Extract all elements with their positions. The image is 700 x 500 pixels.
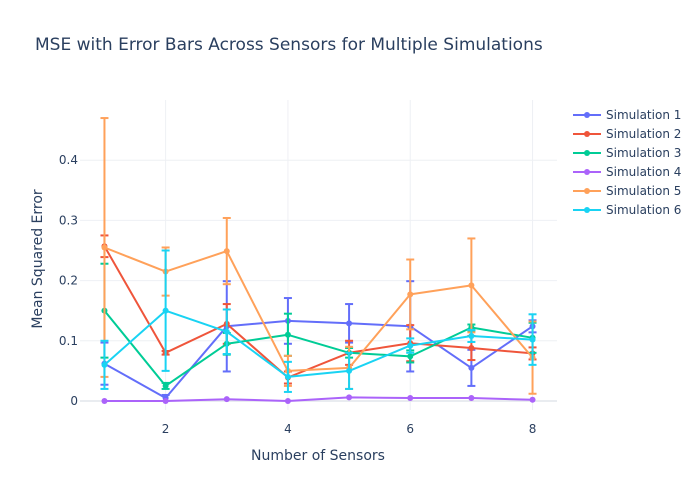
data-point xyxy=(468,394,475,401)
y-tick-label: 0.1 xyxy=(59,334,78,348)
legend-item-3[interactable]: Simulation 3 xyxy=(573,146,681,160)
legend-label: Simulation 5 xyxy=(606,184,681,198)
legend-label: Simulation 4 xyxy=(606,165,681,179)
data-point xyxy=(101,397,108,404)
legend-label: Simulation 2 xyxy=(606,127,681,141)
legend-item-4[interactable]: Simulation 4 xyxy=(573,165,681,179)
legend-item-2[interactable]: Simulation 2 xyxy=(573,127,681,141)
series-line xyxy=(104,246,534,372)
series-line xyxy=(103,245,533,379)
series-line xyxy=(103,310,533,387)
data-point xyxy=(468,364,475,371)
legend-marker xyxy=(584,112,590,118)
data-point xyxy=(529,336,536,343)
legend[interactable]: Simulation 1 Simulation 2 Simulation 3 Simu… xyxy=(573,108,681,217)
x-tick-label: 8 xyxy=(529,422,537,436)
x-tick-label: 4 xyxy=(284,422,292,436)
data-point xyxy=(346,394,353,401)
series-4 xyxy=(101,394,536,404)
y-tick-label: 0.3 xyxy=(59,213,78,227)
data-point xyxy=(407,353,414,360)
data-point xyxy=(468,332,475,339)
chart-title: MSE with Error Bars Across Sensors for M… xyxy=(35,35,543,55)
plot-area xyxy=(100,117,537,404)
legend-item-6[interactable]: Simulation 6 xyxy=(573,203,681,217)
legend-marker xyxy=(584,150,590,156)
legend-label: Simulation 1 xyxy=(606,108,681,122)
x-axis-title: Number of Sensors xyxy=(251,448,385,464)
legend-marker xyxy=(584,207,590,213)
legend-item-1[interactable]: Simulation 1 xyxy=(573,108,681,122)
data-point xyxy=(529,396,536,403)
series-6 xyxy=(100,249,537,393)
data-point xyxy=(101,361,108,368)
legend-marker xyxy=(584,131,590,137)
data-point xyxy=(223,396,230,403)
legend-label: Simulation 6 xyxy=(606,203,681,217)
grid-lines xyxy=(80,100,557,410)
legend-label: Simulation 3 xyxy=(606,146,681,160)
axis-ticks: 2 4 6 8 0 0.1 0.2 0.3 0.4 xyxy=(59,153,536,436)
data-point xyxy=(223,328,230,335)
data-point xyxy=(407,291,414,298)
series-line xyxy=(104,319,534,399)
data-point xyxy=(407,394,414,401)
y-tick-label: 0 xyxy=(70,394,78,408)
data-point xyxy=(162,382,169,389)
data-point xyxy=(284,331,291,338)
x-tick-label: 6 xyxy=(406,422,414,436)
y-tick-label: 0.2 xyxy=(59,274,78,288)
data-point xyxy=(162,307,169,314)
data-point xyxy=(284,397,291,404)
data-point xyxy=(407,342,414,349)
data-point xyxy=(346,320,353,327)
data-point xyxy=(101,244,108,251)
series-line xyxy=(103,309,533,378)
legend-marker xyxy=(584,188,590,194)
data-point xyxy=(284,373,291,380)
data-point xyxy=(223,248,230,255)
data-point xyxy=(346,367,353,374)
data-point xyxy=(468,282,475,289)
data-point xyxy=(468,345,475,351)
data-point xyxy=(162,397,169,404)
y-tick-label: 0.4 xyxy=(59,153,78,167)
series-line xyxy=(104,396,533,402)
x-tick-label: 2 xyxy=(162,422,170,436)
legend-item-5[interactable]: Simulation 5 xyxy=(573,184,681,198)
y-axis-title: Mean Squared Error xyxy=(30,189,46,329)
legend-marker xyxy=(584,169,590,175)
